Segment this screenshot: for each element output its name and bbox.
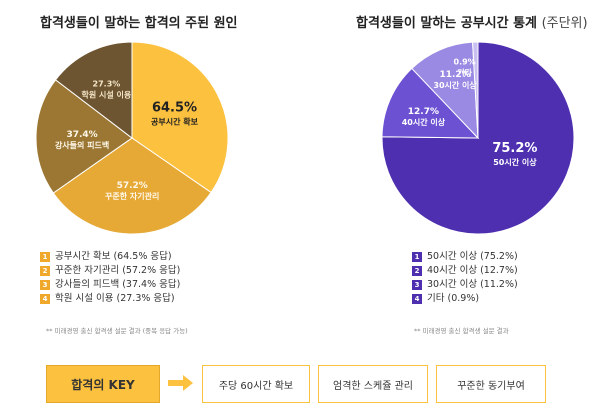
legend-number: 2 bbox=[412, 266, 422, 276]
legend-label: 강사들의 피드백 (37.4% 응답) bbox=[55, 279, 181, 290]
slice-category-label: 학원 시설 이용 bbox=[82, 89, 132, 99]
arrow-right-icon bbox=[168, 375, 193, 391]
right-legend-item: 1 50시간 이상 (75.2%) bbox=[412, 250, 518, 264]
legend-number: 2 bbox=[40, 266, 50, 276]
pie-slice bbox=[381, 41, 575, 234]
slice-category-label: 50시간 이상 bbox=[493, 157, 537, 167]
legend-label: 공부시간 확보 (64.5% 응답) bbox=[55, 251, 172, 262]
right-legend: 1 50시간 이상 (75.2%) 2 40시간 이상 (12.7%) 3 30시간 … bbox=[412, 250, 518, 306]
key-item-schedule: 엄격한 스케쥴 관리 bbox=[318, 365, 428, 403]
slice-percent-label: 27.3% bbox=[93, 79, 121, 88]
legend-label: 30시간 이상 (11.2%) bbox=[427, 279, 518, 290]
left-legend-item: 4 학원 시설 이용 (27.3% 응답) bbox=[40, 292, 180, 306]
right-chart-title-unit: (주단위) bbox=[541, 16, 588, 31]
legend-label: 50시간 이상 (75.2%) bbox=[427, 251, 518, 262]
legend-number: 4 bbox=[40, 294, 50, 304]
right-legend-item: 3 30시간 이상 (11.2%) bbox=[412, 278, 518, 292]
slice-category-label: 40시간 이상 bbox=[402, 117, 446, 127]
pie-slice bbox=[52, 137, 212, 234]
right-survey-note: ** 미래경영 출신 합격생 설문 결과 bbox=[414, 327, 509, 335]
right-chart-title-main: 합격생들이 말하는 공부시간 통계 bbox=[356, 16, 538, 31]
slice-percent-label: 37.4% bbox=[66, 130, 97, 140]
right-legend-item: 4 기타 (0.9%) bbox=[412, 292, 518, 306]
legend-label: 꾸준한 자기관리 (57.2% 응답) bbox=[55, 265, 181, 276]
key-item-study-hours: 주당 60시간 확보 bbox=[202, 365, 310, 403]
slice-category-label: 꾸준한 자기관리 bbox=[105, 191, 159, 201]
key-label-box: 합격의 KEY bbox=[46, 365, 160, 403]
pie-slice bbox=[54, 41, 133, 140]
legend-number: 4 bbox=[412, 294, 422, 304]
slice-percent-label: 75.2% bbox=[492, 141, 537, 156]
slice-percent-label: 64.5% bbox=[152, 101, 197, 116]
pie-slice bbox=[131, 41, 229, 194]
legend-label: 40시간 이상 (12.7%) bbox=[427, 265, 518, 276]
legend-label: 학원 시설 이용 (27.3% 응답) bbox=[55, 293, 175, 304]
left-legend: 1 공부시간 확보 (64.5% 응답) 2 꾸준한 자기관리 (57.2% 응답)… bbox=[40, 250, 180, 306]
left-legend-item: 1 공부시간 확보 (64.5% 응답) bbox=[40, 250, 180, 264]
slice-percent-label: 0.9% bbox=[454, 57, 476, 66]
legend-number: 1 bbox=[40, 252, 50, 262]
slice-percent-label: 57.2% bbox=[117, 181, 148, 191]
slice-category-label: 강사들의 피드백 bbox=[55, 140, 109, 150]
left-legend-item: 2 꾸준한 자기관리 (57.2% 응답) bbox=[40, 264, 180, 278]
legend-number: 3 bbox=[40, 280, 50, 290]
left-chart-title: 합격생들이 말하는 합격의 주된 원인 bbox=[40, 16, 238, 31]
right-chart-title: 합격생들이 말하는 공부시간 통계 (주단위) bbox=[356, 12, 588, 31]
key-item-motivation: 꾸준한 동기부여 bbox=[436, 365, 546, 403]
pie-slice bbox=[472, 41, 479, 139]
legend-label: 기타 (0.9%) bbox=[427, 293, 480, 304]
left-legend-item: 3 강사들의 피드백 (37.4% 응답) bbox=[40, 278, 180, 292]
legend-number: 3 bbox=[412, 280, 422, 290]
slice-category-label: 기타 bbox=[457, 67, 472, 77]
legend-number: 1 bbox=[412, 252, 422, 262]
left-survey-note: ** 미래경영 출신 합격생 설문 결과 (중복 응답 가능) bbox=[46, 327, 188, 335]
pie-slice bbox=[411, 41, 479, 140]
pie-slice bbox=[381, 67, 480, 139]
slice-percent-label: 12.7% bbox=[408, 107, 439, 117]
right-legend-item: 2 40시간 이상 (12.7%) bbox=[412, 264, 518, 278]
pie-slice bbox=[35, 79, 133, 194]
slice-percent-label: 11.2% bbox=[439, 70, 470, 80]
slice-category-label: 공부시간 확보 bbox=[151, 117, 199, 127]
right-pie-chart: 75.2%50시간 이상 12.7%40시간 이상 11.2%30시간 이상 0.9%… bbox=[381, 41, 575, 234]
slice-category-label: 30시간 이상 bbox=[433, 80, 477, 90]
left-pie-chart: 64.5%공부시간 확보 57.2%꾸준한 자기관리 37.4%강사들의 피드백 27… bbox=[35, 41, 229, 234]
